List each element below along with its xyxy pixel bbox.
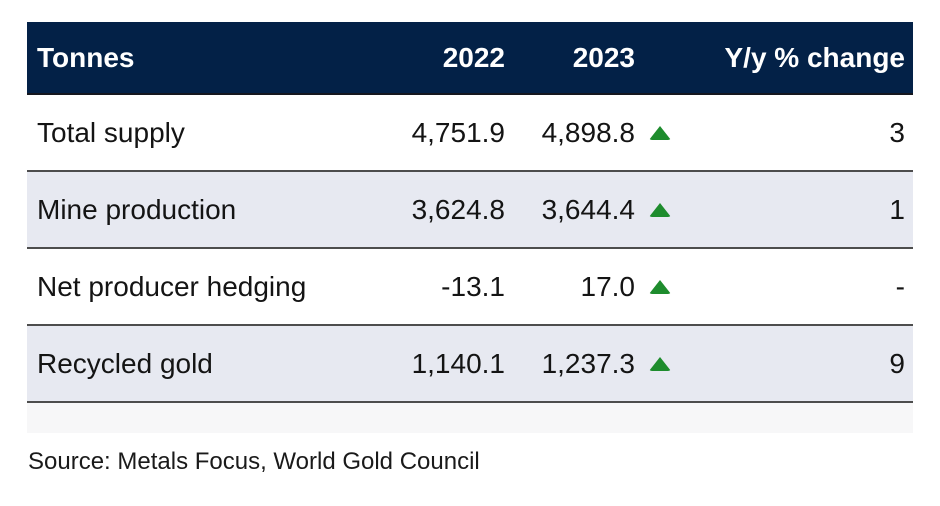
table-footer-strip	[27, 403, 913, 433]
row-label: Net producer hedging	[37, 270, 307, 302]
trend-cell	[635, 202, 679, 217]
value-yy-change: 9	[889, 347, 905, 379]
column-header-2023: 2023	[572, 41, 635, 73]
up-arrow-icon	[649, 202, 671, 217]
trend-cell	[635, 279, 679, 294]
value-yy-change: 1	[889, 193, 905, 225]
trend-cell	[635, 356, 679, 371]
value-2022: 3,624.8	[411, 193, 505, 225]
value-2022: -13.1	[441, 270, 505, 302]
column-header-2022: 2022	[442, 41, 505, 73]
value-2023: 1,237.3	[541, 347, 635, 379]
value-2022: 1,140.1	[411, 347, 505, 379]
table-row-net-producer-hedging: Net producer hedging -13.1 17.0 -	[27, 249, 913, 326]
table-row-total-supply: Total supply 4,751.9 4,898.8 3	[27, 95, 913, 172]
table-header-row: Tonnes 2022 2023 Y/y % change	[27, 22, 913, 95]
gold-supply-table: Tonnes 2022 2023 Y/y % change Total supp…	[27, 22, 913, 433]
trend-cell	[635, 125, 679, 140]
table-row-mine-production: Mine production 3,624.8 3,644.4 1	[27, 172, 913, 249]
value-2023: 3,644.4	[541, 193, 635, 225]
column-header-tonnes: Tonnes	[37, 41, 135, 73]
row-label: Total supply	[37, 116, 185, 148]
value-yy-change: -	[895, 270, 905, 302]
value-2022: 4,751.9	[411, 116, 505, 148]
value-2023: 4,898.8	[541, 116, 635, 148]
up-arrow-icon	[649, 356, 671, 371]
up-arrow-icon	[649, 279, 671, 294]
value-yy-change: 3	[889, 116, 905, 148]
value-2023: 17.0	[580, 270, 636, 302]
table-row-recycled-gold: Recycled gold 1,140.1 1,237.3 9	[27, 326, 913, 403]
source-attribution: Source: Metals Focus, World Gold Council	[28, 448, 480, 475]
row-label: Mine production	[37, 193, 237, 225]
row-label: Recycled gold	[37, 347, 213, 379]
up-arrow-icon	[649, 125, 671, 140]
column-header-yy-change: Y/y % change	[724, 41, 905, 73]
